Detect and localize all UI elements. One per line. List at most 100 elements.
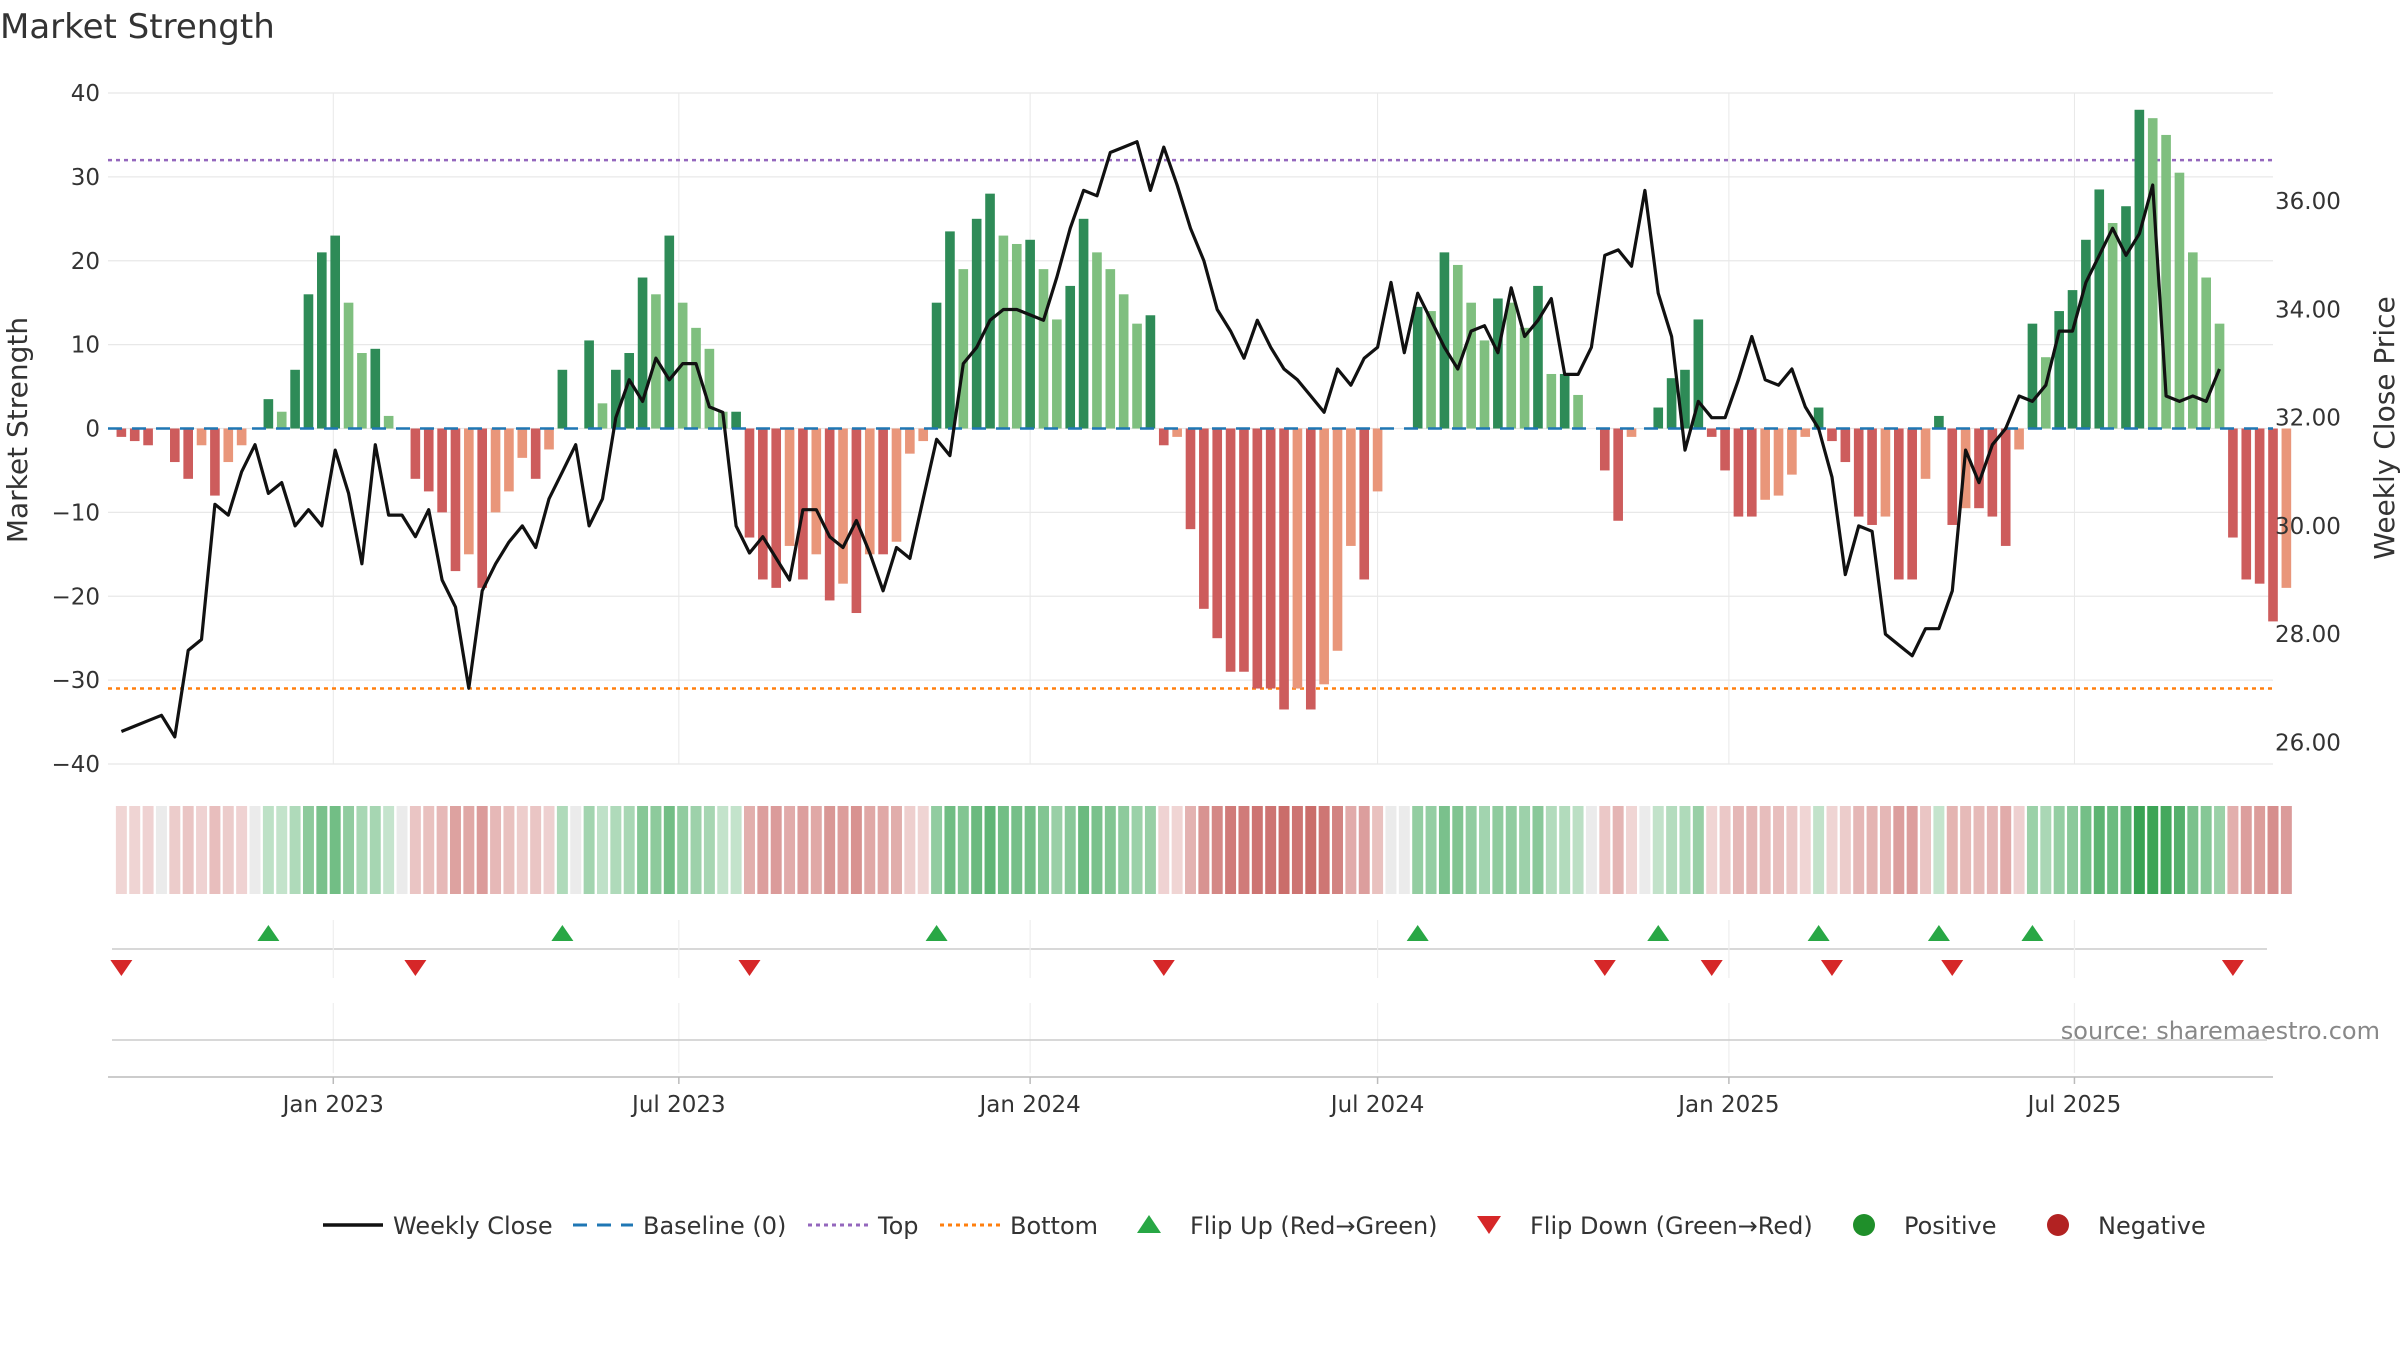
heat-cell [2173,806,2185,894]
left-y-axis: 40 30 20 10 0 −10 −20 −30 −40 [51,81,100,778]
strength-bar [1439,252,1450,429]
heat-cell [1452,806,1464,894]
heat-cell [1626,806,1637,894]
heat-cell [1372,806,1384,894]
heat-cell [1211,806,1223,894]
heat-cell [770,806,782,894]
heat-cell [1732,806,1744,894]
strength-bar [343,302,354,429]
heat-cell [1746,806,1758,894]
heat-cell [1906,806,1918,894]
strength-bar [1880,428,1891,517]
heat-cell [904,806,916,894]
heat-cell [1599,806,1611,894]
heat-cell [1572,806,1584,894]
heat-cell [516,806,528,894]
heat-cell [637,806,649,894]
strength-bar [1092,252,1102,429]
strength-bar [183,428,193,479]
heat-cell [1064,806,1076,894]
heat-cell [944,806,956,894]
heat-cell [1545,806,1557,894]
y-tick-label: 30 [71,165,100,191]
heat-cell [2214,806,2226,894]
strength-bar [811,428,822,555]
y2-tick-label: 26.00 [2275,730,2341,756]
strength-bar [1265,428,1276,689]
heat-cell [1171,806,1183,894]
heat-cell [2080,806,2092,894]
y-tick-label: 20 [71,249,100,275]
strength-bar [918,428,929,442]
heat-cell [2267,806,2279,894]
heat-cell [1398,806,1410,894]
heat-cell [182,806,194,894]
heat-cell [2147,806,2159,894]
heat-cell [583,806,595,894]
heat-cell [797,806,809,894]
y2-tick-label: 28.00 [2275,622,2341,648]
strength-bar [905,428,915,454]
flip-up-marker [1927,925,1950,941]
strength-bar [2027,323,2038,429]
heat-cell [1104,806,1116,894]
heat-cell [209,806,221,894]
heat-cell [490,806,502,894]
heat-cell [503,806,515,894]
heat-cell [2026,806,2038,894]
strength-bar [1960,428,1971,509]
strength-bar [1800,428,1811,437]
strength-bar [2174,172,2185,429]
heat-cell [1278,806,1290,894]
legend-label: Top [877,1212,919,1240]
heat-cell [1185,806,1196,894]
y-tick-label: −40 [51,752,100,778]
heat-cell [663,806,675,894]
strength-bar [2281,428,2292,588]
strength-bar [2188,252,2198,429]
reference-lines [108,158,2273,690]
strength-bar [771,428,782,588]
heat-cell [262,806,274,894]
heat-cell [2013,806,2025,894]
strength-bar [129,428,140,442]
right-axis-title: Weekly Close Price [2368,296,2400,559]
heat-cell [623,806,635,894]
strength-bar [945,231,955,429]
heat-cell [1920,806,1932,894]
strength-bar [2228,428,2238,538]
heat-cell [1332,806,1343,894]
flip-up-marker [2021,925,2044,941]
legend: Weekly Close Baseline (0) Top Bottom Flip Up… [323,1212,2206,1240]
strength-bar [1372,428,1383,492]
heat-cell [1465,806,1477,894]
heat-cell [1986,806,1998,894]
y2-tick-label: 30.00 [2275,514,2341,540]
strength-bar [410,428,421,479]
heat-cell [1759,806,1771,894]
heat-cell [1305,806,1317,894]
strength-bar [317,252,327,429]
heat-cell [1679,806,1691,894]
x-tick-label: Jan 2025 [1676,1092,1779,1118]
strength-bar [1065,285,1076,429]
heat-cell [236,806,248,894]
heat-cell [850,806,862,894]
heat-cell [1438,806,1450,894]
strength-heat-strip [115,806,2292,894]
strength-bar [1225,428,1236,672]
heat-cell [155,806,167,894]
heat-cell [169,806,181,894]
heat-cell [543,806,555,894]
strength-bar [1760,428,1770,500]
heat-cell [1826,806,1838,894]
strength-bar [2134,109,2145,429]
strength-bar [1907,428,1917,580]
strength-bar [464,428,474,555]
strength-bar [1212,428,1223,639]
heat-cell [837,806,849,894]
strength-bar [236,428,247,446]
legend-label: Flip Up (Red→Green) [1190,1212,1438,1240]
heat-cell [423,806,435,894]
